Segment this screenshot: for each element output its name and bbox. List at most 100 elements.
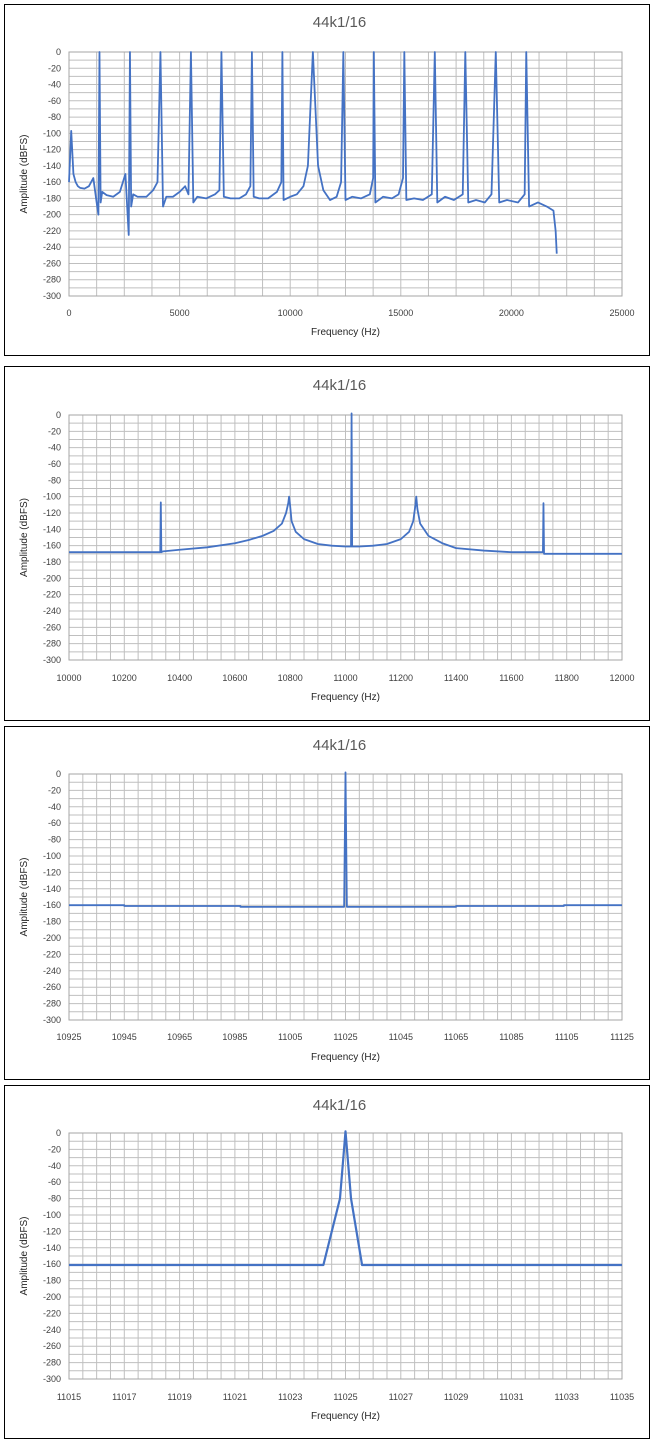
x-tick-label: 10945 [112,1032,137,1042]
y-tick-label: -280 [43,1358,61,1368]
x-tick-label: 11045 [389,1032,413,1042]
y-tick-label: -160 [43,900,61,910]
chart-4: 44k1/16 0 -20 -40 -60 -80 -100 -120 -140 -160 -180… [19,1097,634,1422]
y-tick-label: -300 [43,655,61,665]
chart-panel-4: 44k1/16 0 -20 -40 -60 -80 -100 -120 -140 -160 -180… [4,1085,650,1439]
series-line [68,51,558,254]
y-tick-label: -60 [48,1177,61,1187]
y-tick-label: -40 [48,443,61,453]
y-tick-label: -200 [43,1292,61,1302]
y-tick-label: -100 [43,1210,61,1220]
y-tick-label: -140 [43,884,61,894]
y-tick-label: -300 [43,1374,61,1384]
y-tick-label: -20 [48,63,61,73]
x-tick-label: 11029 [444,1392,468,1402]
x-tick-label: 10600 [222,673,247,683]
y-tick-label: -60 [48,818,61,828]
x-axis-label: Frequency (Hz) [311,1052,380,1063]
y-tick-label: -40 [48,80,61,90]
chart-3: 44k1/16 0 -20 -40 -60 -80 -100 -120 -140 -160 -180… [19,737,634,1063]
y-tick-label: -260 [43,258,61,268]
y-tick-label: -240 [43,242,61,252]
y-tick-label: -260 [43,1341,61,1351]
y-tick-label: -180 [43,557,61,567]
y-tick-label: -220 [43,226,61,236]
y-tick-label: -100 [43,492,61,502]
x-tick-label: 11600 [499,673,523,683]
series-line [69,771,622,908]
y-tick-label: -220 [43,590,61,600]
y-tick-label: -200 [43,933,61,943]
x-tick-label: 11015 [57,1392,81,1402]
x-tick-label: 11085 [499,1032,523,1042]
y-tick-label: -120 [43,145,61,155]
y-axis-label: Amplitude (dBFS) [19,498,30,577]
chart-panel-1: 44k1/16 0 -20 -40 -60 -80 -100 -120 -140 -160 -180… [4,4,650,356]
y-tick-label: -120 [43,1226,61,1236]
y-tick-label: -300 [43,1015,61,1025]
chart-panel-2: 44k1/16 0 -20 -40 -60 -80 -100 -120 -140 -160 -180… [4,366,650,721]
x-tick-label: 25000 [609,308,634,318]
y-tick-label: -100 [43,128,61,138]
x-tick-label: 10000 [56,673,81,683]
y-tick-label: -40 [48,802,61,812]
x-tick-label: 10965 [167,1032,192,1042]
chart-title: 44k1/16 [313,14,366,31]
x-tick-label: 11019 [167,1392,191,1402]
y-tick-label: -260 [43,622,61,632]
x-tick-label: 10985 [222,1032,247,1042]
y-tick-label: -80 [48,475,61,485]
y-tick-label: -80 [48,835,61,845]
x-tick-label: 11017 [112,1392,136,1402]
gridlines [68,414,623,661]
y-tick-label: -240 [43,1325,61,1335]
y-tick-label: -180 [43,193,61,203]
y-tick-label: 0 [56,410,61,420]
x-axis-label: Frequency (Hz) [311,1411,380,1422]
y-axis-label: Amplitude (dBFS) [19,1217,30,1296]
chart-2: 44k1/16 0 -20 -40 -60 -80 -100 -120 -140 -160 -180… [19,377,635,703]
x-tick-label: 11025 [333,1032,357,1042]
x-tick-label: 11027 [389,1392,413,1402]
gridlines [68,1132,623,1380]
y-tick-label: -120 [43,508,61,518]
chart-panel-3: 44k1/16 0 -20 -40 -60 -80 -100 -120 -140 -160 -180… [4,726,650,1080]
x-tick-label: 10400 [167,673,192,683]
x-tick-label: 11025 [333,1392,357,1402]
y-tick-label: -200 [43,573,61,583]
y-tick-label: -160 [43,177,61,187]
y-tick-label: -60 [48,459,61,469]
x-tick-label: 15000 [388,308,413,318]
y-tick-label: -280 [43,275,61,285]
y-tick-label: -240 [43,966,61,976]
gridlines [68,773,623,1021]
x-tick-label: 12000 [609,673,634,683]
x-tick-label: 5000 [170,308,190,318]
y-tick-label: -280 [43,999,61,1009]
y-tick-label: -20 [48,785,61,795]
y-tick-label: -220 [43,949,61,959]
x-tick-label: 11031 [499,1392,523,1402]
x-tick-label: 10200 [112,673,137,683]
y-tick-label: -160 [43,541,61,551]
chart-1: 44k1/16 0 -20 -40 -60 -80 -100 -120 -140 -160 -180… [19,14,635,338]
y-tick-label: -180 [43,1276,61,1286]
chart-title: 44k1/16 [313,1097,366,1114]
y-tick-label: 0 [56,1128,61,1138]
y-axis-label: Amplitude (dBFS) [19,858,30,937]
x-tick-label: 10800 [278,673,303,683]
x-tick-label: 11200 [389,673,413,683]
y-tick-label: -240 [43,606,61,616]
y-axis-label: Amplitude (dBFS) [19,135,30,214]
y-tick-label: -20 [48,1144,61,1154]
x-tick-label: 11021 [223,1392,247,1402]
x-tick-label: 11033 [555,1392,579,1402]
x-axis-label: Frequency (Hz) [311,692,380,703]
x-axis-label: Frequency (Hz) [311,327,380,338]
x-tick-label: 10000 [278,308,303,318]
chart-title: 44k1/16 [313,377,366,394]
y-tick-label: -80 [48,1194,61,1204]
y-tick-label: -40 [48,1161,61,1171]
plot-border [68,414,623,661]
x-tick-label: 11005 [278,1032,302,1042]
